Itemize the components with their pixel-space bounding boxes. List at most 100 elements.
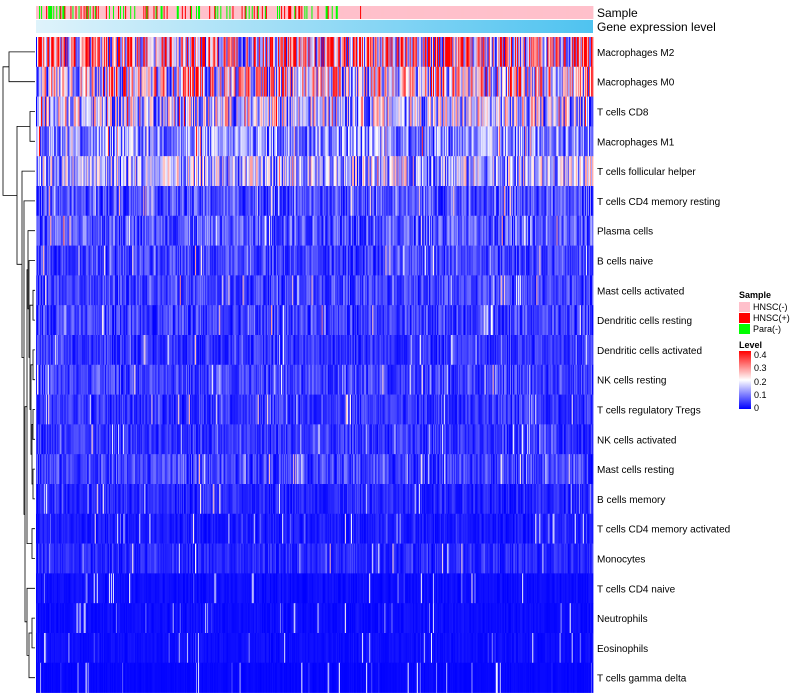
heatmap-cell xyxy=(261,66,264,97)
heatmap-cell xyxy=(473,37,475,68)
heatmap-cell xyxy=(44,215,46,246)
sample-annotation-cell xyxy=(78,6,80,19)
heatmap-cell xyxy=(46,186,48,217)
heatmap-cell xyxy=(507,156,510,187)
heatmap-cell xyxy=(437,37,439,68)
heatmap-cell xyxy=(317,126,319,157)
heatmap-cell xyxy=(476,215,478,246)
heatmap-cell xyxy=(40,245,42,276)
heatmap-cell xyxy=(229,96,231,127)
heatmap-cell xyxy=(48,96,50,127)
heatmap-cell xyxy=(554,126,556,157)
sample-annotation-cell xyxy=(494,6,497,19)
heatmap-cell xyxy=(406,245,409,276)
heatmap-cell xyxy=(567,37,570,68)
heatmap-cell xyxy=(237,186,239,217)
heatmap-cell xyxy=(494,126,497,157)
heatmap-cell xyxy=(140,37,142,68)
sample-annotation-cell xyxy=(530,6,532,19)
heatmap-cell xyxy=(222,156,224,187)
heatmap-cell xyxy=(456,126,458,157)
heatmap-cell xyxy=(279,96,281,127)
heatmap-cell xyxy=(501,96,504,127)
heatmap-cell xyxy=(563,215,566,246)
heatmap-cell xyxy=(88,126,91,157)
heatmap-cell xyxy=(386,186,388,217)
sample-annotation-cell xyxy=(541,6,543,19)
heatmap-cell xyxy=(320,37,322,68)
heatmap-cell xyxy=(62,275,64,306)
sample-annotation-cell xyxy=(285,6,287,19)
heatmap-cell xyxy=(60,66,62,97)
heatmap-cell xyxy=(217,156,219,187)
heatmap-cell xyxy=(235,215,237,246)
heatmap-cell xyxy=(169,215,172,246)
heatmap-cell xyxy=(68,126,70,157)
sample-annotation-cell xyxy=(289,6,291,19)
heatmap-cell xyxy=(439,66,441,97)
heatmap-cell xyxy=(391,37,393,68)
heatmap-cell xyxy=(430,96,433,127)
heatmap-cell xyxy=(324,96,327,127)
heatmap-cell xyxy=(545,215,547,246)
heatmap-cell xyxy=(101,215,104,246)
heatmap-cell xyxy=(50,126,52,157)
heatmap-cell xyxy=(165,37,168,68)
heatmap-cell xyxy=(422,245,425,276)
heatmap-cell xyxy=(200,215,202,246)
heatmap-cell xyxy=(202,156,204,187)
heatmap-cell xyxy=(76,126,78,157)
heatmap-cell xyxy=(39,215,41,246)
heatmap-cell xyxy=(497,37,500,68)
heatmap-cell xyxy=(448,126,450,157)
heatmap-cell xyxy=(284,96,286,127)
heatmap-cell xyxy=(346,186,349,217)
heatmap-cell xyxy=(540,96,542,127)
heatmap-cell xyxy=(282,186,284,217)
heatmap-cell xyxy=(566,37,569,68)
sample-annotation-cell xyxy=(425,6,428,19)
sample-annotation-cell xyxy=(434,6,436,19)
sample-annotation-cell xyxy=(580,6,583,19)
heatmap-cell xyxy=(453,186,455,217)
heatmap-cell xyxy=(242,186,245,217)
heatmap-cell xyxy=(575,215,578,246)
heatmap-cell xyxy=(413,126,416,157)
heatmap-cell xyxy=(390,186,392,217)
heatmap-cell xyxy=(226,126,228,157)
sample-annotation-cell xyxy=(131,6,133,19)
heatmap-cell xyxy=(172,186,175,217)
heatmap-cell xyxy=(272,215,275,246)
heatmap-cell xyxy=(229,156,231,187)
heatmap-cell xyxy=(57,275,59,306)
heatmap-cell xyxy=(326,186,329,217)
heatmap-cell xyxy=(52,156,54,187)
heatmap-cell xyxy=(525,37,527,68)
heatmap-cell xyxy=(483,215,486,246)
sample-annotation-cell xyxy=(120,6,122,19)
heatmap-cell xyxy=(584,66,587,97)
heatmap-cell xyxy=(529,126,531,157)
heatmap-cell xyxy=(140,186,142,217)
heatmap-cell xyxy=(389,37,391,68)
heatmap-cell xyxy=(192,66,195,97)
heatmap-cell xyxy=(180,215,183,246)
heatmap-cell xyxy=(208,126,210,157)
heatmap-cell xyxy=(505,66,508,97)
heatmap-cell xyxy=(457,186,459,217)
heatmap-cell xyxy=(305,215,307,246)
heatmap-cell xyxy=(183,156,186,187)
heatmap-cell xyxy=(432,215,435,246)
heatmap-cell xyxy=(139,126,141,157)
heatmap-cell xyxy=(96,37,99,68)
heatmap-cell xyxy=(293,215,295,246)
heatmap-cell xyxy=(498,66,501,97)
heatmap-cell xyxy=(183,215,186,246)
heatmap-cell xyxy=(588,37,591,68)
heatmap-cell xyxy=(230,186,232,217)
heatmap-cell xyxy=(63,96,65,127)
heatmap-cell xyxy=(529,156,531,187)
heatmap-cell xyxy=(69,186,71,217)
heatmap-cell xyxy=(469,96,471,127)
heatmap-cell xyxy=(393,66,395,97)
